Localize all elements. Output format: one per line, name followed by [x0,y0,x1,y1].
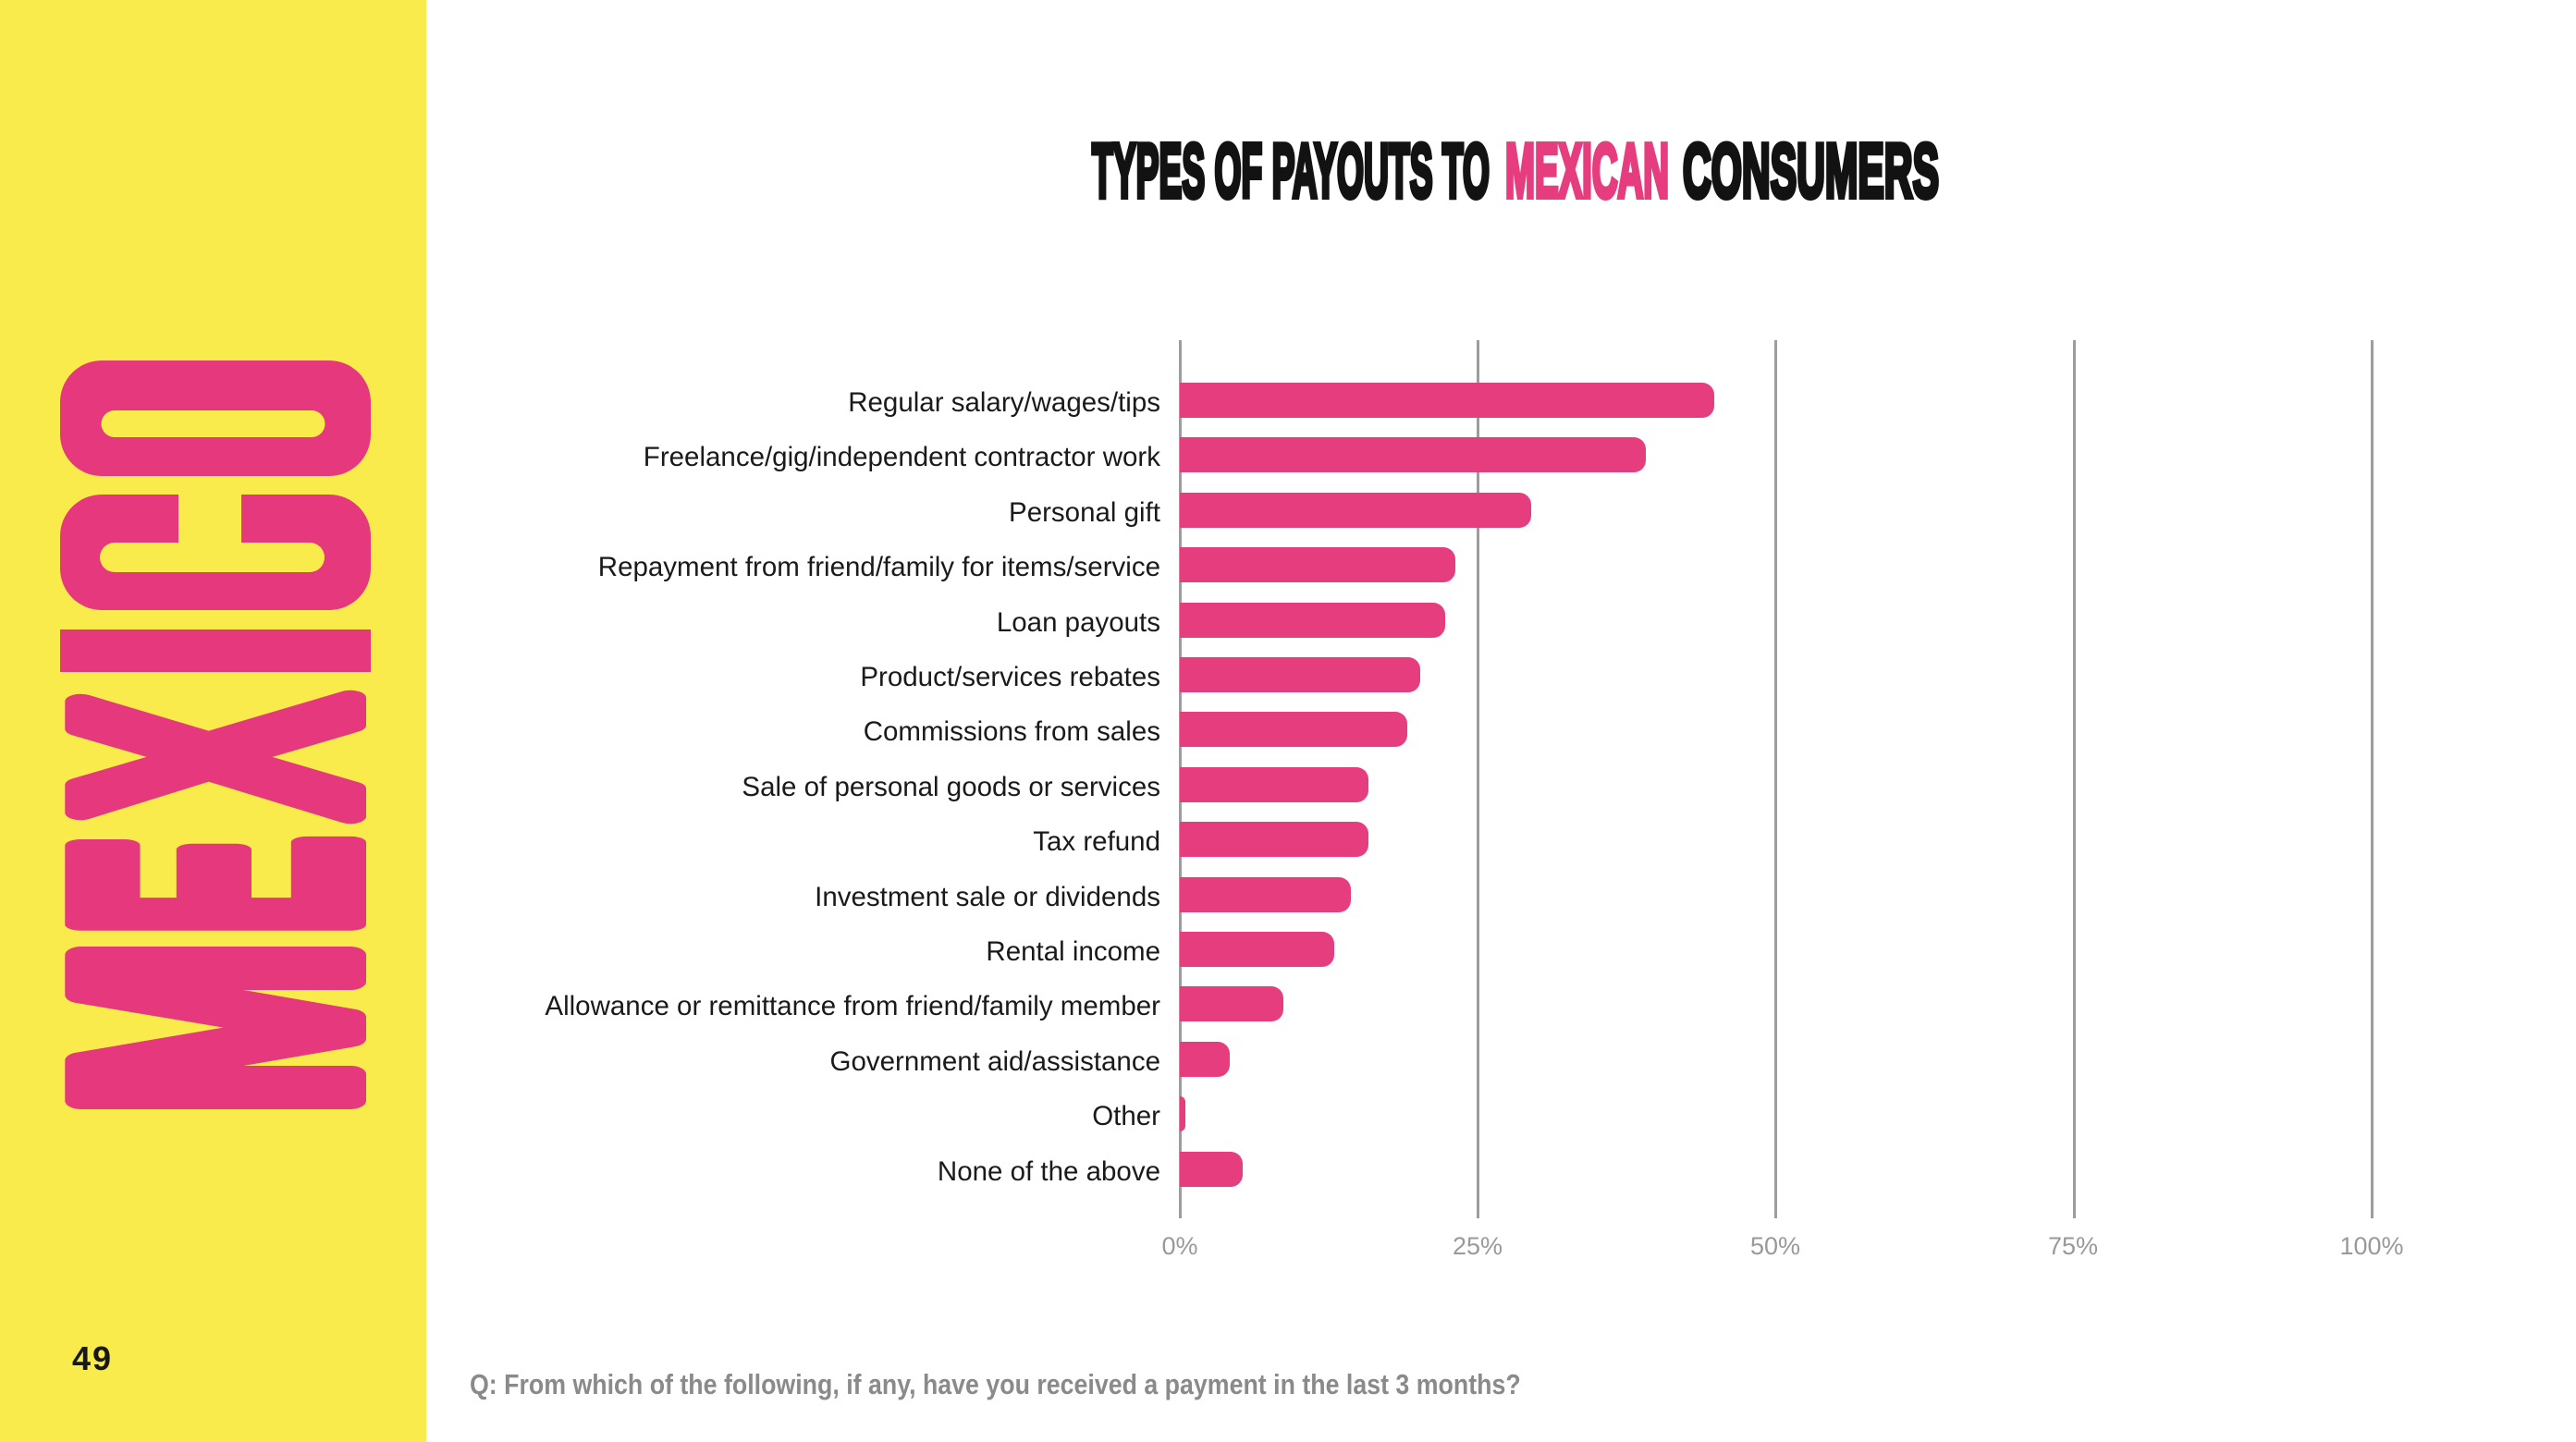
svg-text:MEXICAN: MEXICAN [1505,128,1669,214]
svg-text:CONSUMERS: CONSUMERS [1683,128,1939,214]
svg-text:M: M [0,941,434,1115]
svg-text:X: X [0,695,434,818]
svg-text:TYPES OF PAYOUTS TO: TYPES OF PAYOUTS TO [1092,128,1490,214]
svg-text:E: E [0,837,434,935]
